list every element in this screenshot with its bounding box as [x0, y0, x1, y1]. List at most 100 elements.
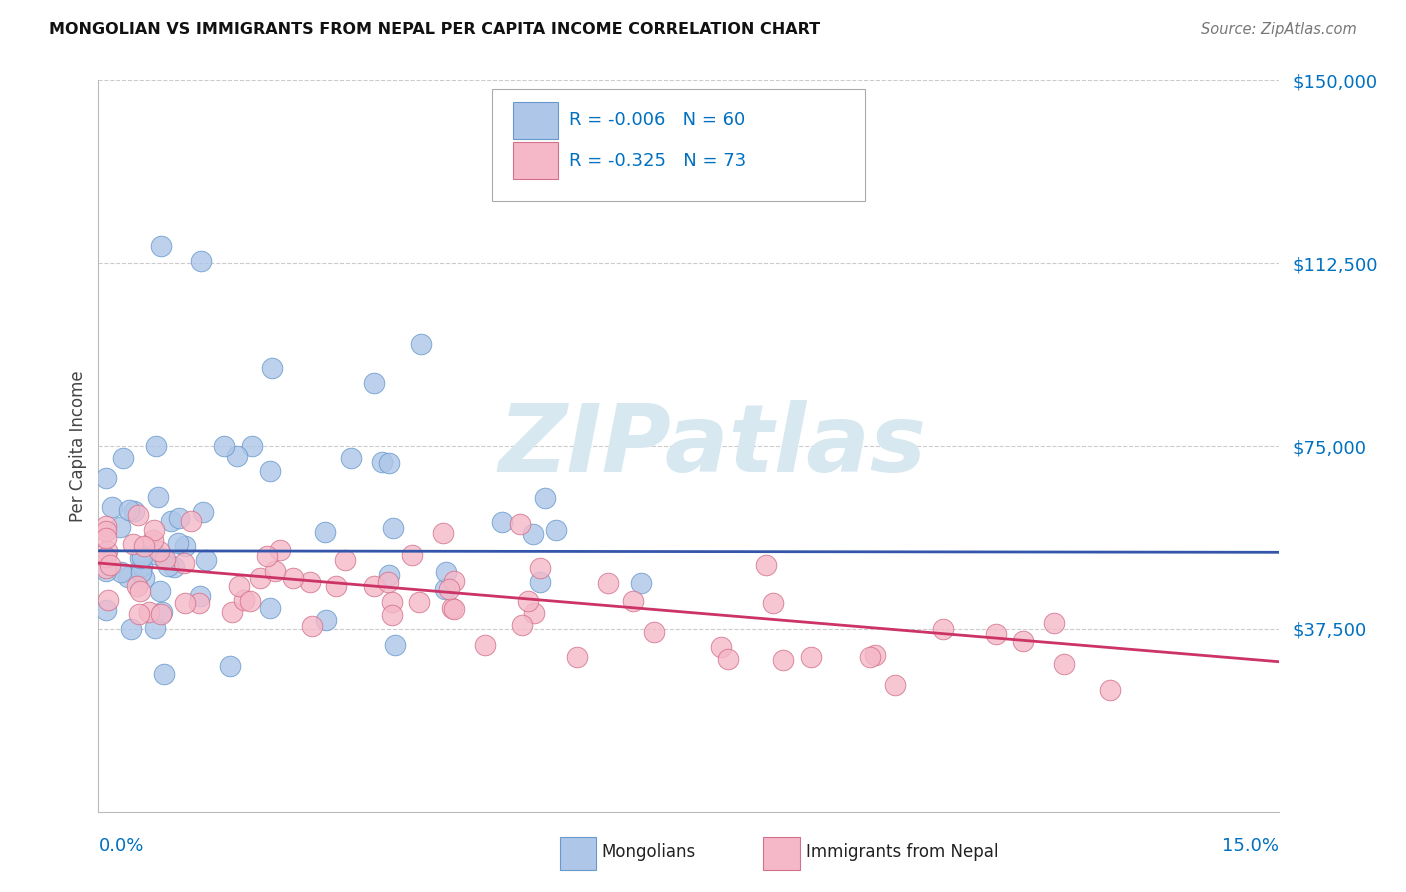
Point	[382, 521, 405, 535]
Point	[214, 439, 236, 453]
Point	[441, 600, 464, 615]
Text: MONGOLIAN VS IMMIGRANTS FROM NEPAL PER CAPITA INCOME CORRELATION CHART: MONGOLIAN VS IMMIGRANTS FROM NEPAL PER C…	[49, 22, 820, 37]
Point	[240, 439, 263, 453]
Point	[97, 592, 120, 607]
Point	[188, 596, 211, 610]
Point	[932, 622, 955, 636]
Point	[1042, 616, 1064, 631]
Point	[239, 593, 262, 607]
Point	[96, 550, 118, 565]
Point	[269, 542, 291, 557]
Text: 0.0%: 0.0%	[98, 837, 143, 855]
Point	[772, 652, 794, 666]
Point	[884, 678, 907, 692]
Point	[534, 491, 557, 506]
Point	[221, 605, 243, 619]
Point	[443, 574, 465, 589]
Point	[377, 574, 399, 589]
Point	[128, 607, 150, 621]
Point	[643, 624, 665, 639]
Point	[127, 508, 149, 522]
Point	[863, 648, 886, 662]
Text: ZIPatlas: ZIPatlas	[499, 400, 927, 492]
Point	[153, 667, 176, 681]
Point	[96, 603, 118, 617]
Point	[96, 470, 118, 484]
Point	[630, 576, 652, 591]
Point	[546, 523, 568, 537]
Point	[411, 336, 433, 351]
Text: Immigrants from Nepal: Immigrants from Nepal	[806, 843, 998, 861]
Point	[146, 490, 169, 504]
Point	[299, 575, 322, 590]
Point	[122, 504, 145, 518]
Point	[148, 544, 170, 558]
Point	[150, 239, 173, 253]
Point	[153, 552, 176, 566]
Point	[120, 622, 142, 636]
Point	[118, 503, 141, 517]
Point	[150, 607, 173, 622]
Text: R = -0.325   N = 73: R = -0.325 N = 73	[569, 152, 747, 169]
Point	[134, 539, 156, 553]
Point	[710, 640, 733, 654]
Point	[363, 579, 385, 593]
Point	[96, 561, 118, 575]
Point	[96, 519, 118, 533]
Point	[96, 531, 118, 545]
Point	[260, 361, 283, 376]
Point	[474, 638, 496, 652]
Point	[381, 607, 404, 622]
Point	[377, 568, 399, 582]
Point	[191, 505, 214, 519]
Point	[125, 579, 148, 593]
Text: R = -0.006   N = 60: R = -0.006 N = 60	[569, 112, 745, 129]
Point	[509, 516, 531, 531]
Point	[384, 638, 406, 652]
Point	[370, 455, 392, 469]
Point	[281, 571, 304, 585]
Point	[150, 605, 173, 619]
Point	[131, 549, 153, 564]
Point	[232, 592, 254, 607]
Point	[859, 650, 882, 665]
Point	[249, 571, 271, 585]
Point	[1053, 657, 1076, 672]
Point	[180, 514, 202, 528]
Point	[138, 605, 160, 619]
Point	[228, 579, 250, 593]
Point	[259, 601, 281, 615]
Point	[325, 579, 347, 593]
Point	[529, 575, 551, 590]
Point	[167, 536, 190, 550]
Point	[131, 558, 153, 573]
Point	[108, 520, 131, 534]
Point	[517, 594, 540, 608]
Point	[145, 547, 167, 561]
Point	[149, 583, 172, 598]
Text: Source: ZipAtlas.com: Source: ZipAtlas.com	[1201, 22, 1357, 37]
Point	[716, 652, 738, 666]
Point	[408, 594, 430, 608]
Point	[225, 450, 247, 464]
Point	[117, 569, 139, 583]
Point	[112, 450, 135, 465]
Point	[434, 565, 457, 579]
Point	[157, 558, 180, 573]
Point	[259, 464, 281, 478]
Point	[101, 500, 124, 514]
Point	[143, 621, 166, 635]
Point	[522, 527, 544, 541]
Point	[167, 511, 190, 525]
Point	[190, 253, 212, 268]
Text: 15.0%: 15.0%	[1222, 837, 1279, 855]
Point	[565, 649, 588, 664]
Point	[194, 552, 217, 566]
Point	[598, 575, 620, 590]
Point	[131, 566, 153, 580]
Point	[145, 439, 167, 453]
Point	[1012, 633, 1035, 648]
Point	[762, 596, 785, 610]
Point	[1099, 683, 1122, 698]
Point	[443, 602, 465, 616]
